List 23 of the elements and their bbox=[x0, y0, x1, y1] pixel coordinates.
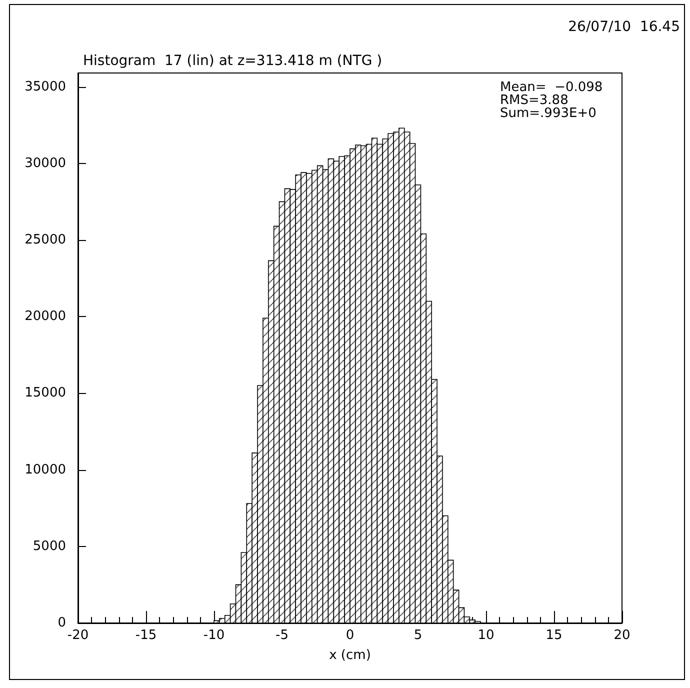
x-tick-label: 15 bbox=[546, 628, 562, 643]
y-tick-label: 0 bbox=[58, 616, 66, 630]
y-tick-label: 30000 bbox=[24, 156, 66, 171]
x-tick-label: -5 bbox=[276, 628, 288, 643]
chart-title: Histogram 17 (lin) at z=313.418 m (NTG ) bbox=[83, 53, 382, 69]
y-tick-label: 10000 bbox=[24, 462, 66, 478]
annotation: Sum=.993E+0 bbox=[500, 106, 596, 121]
x-tick-label: 0 bbox=[346, 628, 354, 643]
x-tick-label: -20 bbox=[67, 628, 89, 643]
y-tick-label: 25000 bbox=[24, 232, 66, 248]
y-tick-label: 20000 bbox=[24, 309, 66, 324]
annotation: Mean= −0.098 bbox=[500, 80, 603, 95]
x-tick-label: 20 bbox=[614, 628, 630, 643]
x-tick-label: -10 bbox=[203, 628, 225, 643]
x-axis-title: x (cm) bbox=[329, 648, 371, 663]
annotation: RMS=3.88 bbox=[500, 93, 568, 108]
text: 26/07/10 16.45 bbox=[568, 19, 680, 35]
x-tick-label: 10 bbox=[478, 628, 494, 643]
x-tick-label: 5 bbox=[414, 628, 422, 643]
y-tick-label: 35000 bbox=[24, 79, 66, 94]
y-tick-label: 5000 bbox=[32, 538, 66, 554]
x-tick-label: -15 bbox=[135, 628, 157, 643]
y-tick-label: 15000 bbox=[24, 386, 66, 401]
